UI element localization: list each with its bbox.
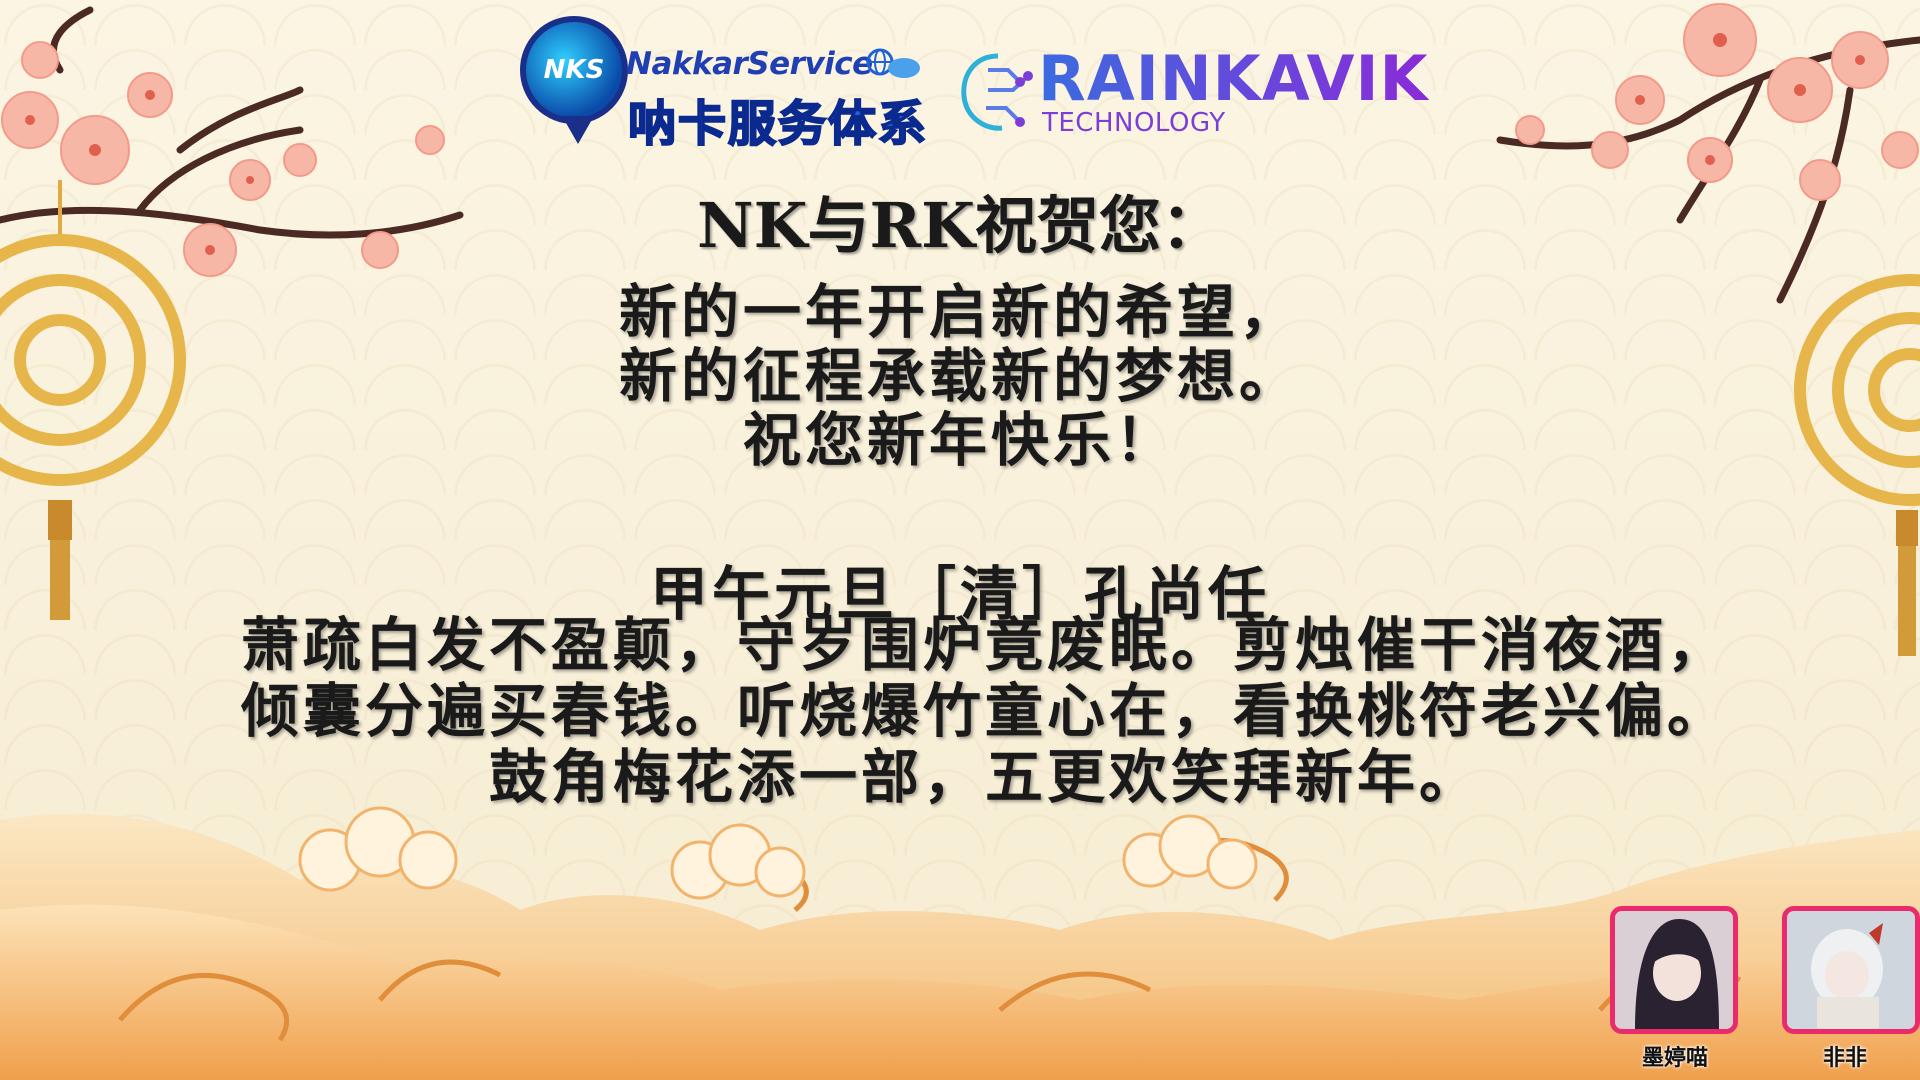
nks-name-cn: 呐卡服务体系 bbox=[627, 95, 929, 153]
participant-video-tile[interactable] bbox=[1610, 906, 1738, 1034]
globe-cloud-icon bbox=[866, 48, 920, 78]
cloud-decoration bbox=[0, 806, 1920, 1080]
greeting-line: 祝您新年快乐！ bbox=[742, 406, 1177, 474]
nks-badge-icon: NKS bbox=[520, 16, 628, 144]
greeting-line: 新的征程承载新的梦想。 bbox=[618, 342, 1301, 410]
participant-name: 非非 bbox=[1822, 1046, 1867, 1071]
avatar bbox=[1787, 911, 1915, 1029]
nakkarservice-logo: NKS NakkarService 呐卡服务体系 bbox=[520, 16, 940, 153]
greeting-block: 新的一年开启新的希望， 新的征程承载新的梦想。 祝您新年快乐！ bbox=[0, 280, 1920, 472]
participant-name: 墨婷喵 bbox=[1641, 1046, 1708, 1071]
chinese-knot-right bbox=[1794, 274, 1920, 656]
rainkavik-logo: RAINKAVIK TECHNOLOGY bbox=[958, 42, 1428, 142]
rainkavik-subtitle: TECHNOLOGY bbox=[1042, 108, 1226, 138]
rainkavik-name: RAINKAVIK bbox=[1038, 42, 1429, 115]
circuit-brain-icon bbox=[961, 53, 1033, 131]
poem-title: 甲午元旦［清］孔尚任 bbox=[649, 560, 1270, 628]
plum-blossom-branch-left bbox=[0, 6, 464, 277]
poem-body: 萧疏白发不盈颠，守岁围炉竟废眠。剪烛催干消夜酒，倾囊分遍买春钱。听烧爆竹童心在，… bbox=[240, 611, 1729, 811]
headline: NK与RK祝贺您： bbox=[697, 189, 1223, 262]
nks-badge-text: NKS bbox=[543, 55, 605, 85]
chinese-knot-left bbox=[0, 180, 186, 620]
avatar bbox=[1615, 911, 1733, 1029]
nks-name-en: NakkarService bbox=[626, 46, 873, 82]
plum-blossom-branch-right bbox=[1496, 3, 1920, 304]
greeting-line: 新的一年开启新的希望， bbox=[618, 278, 1301, 346]
participant-video-tile[interactable] bbox=[1782, 906, 1920, 1034]
